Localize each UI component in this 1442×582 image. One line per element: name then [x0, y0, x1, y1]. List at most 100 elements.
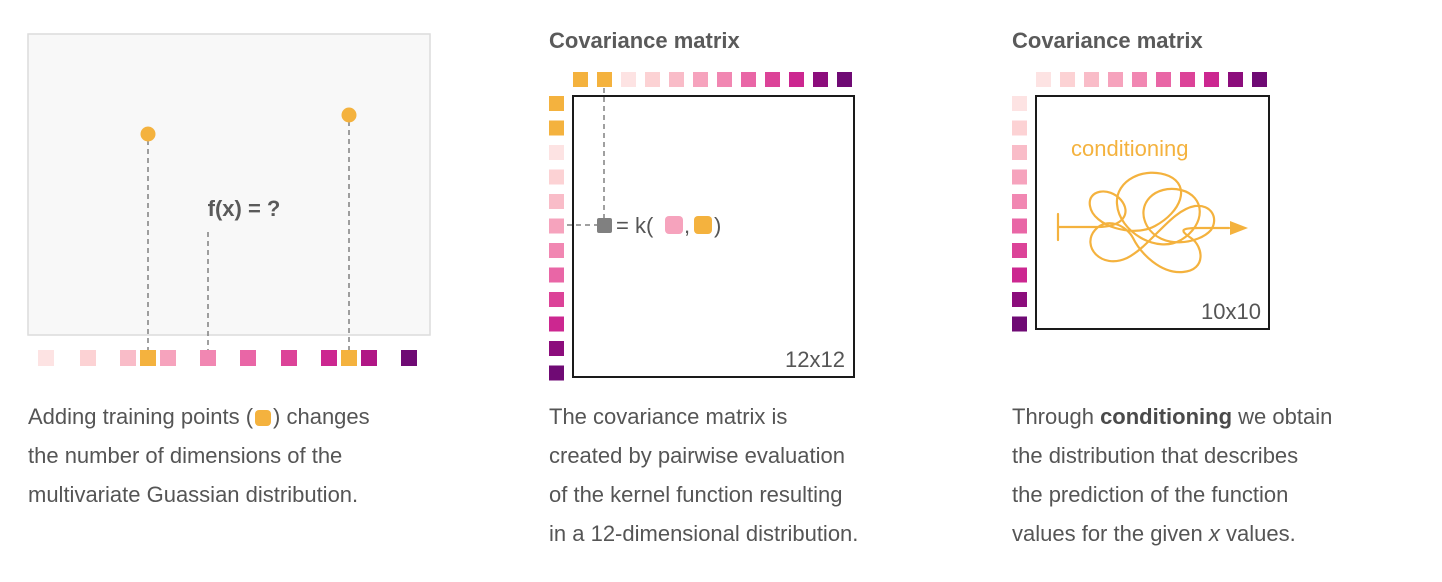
kernel-prefix-text: = k(: [616, 213, 654, 238]
input-point-marker: [200, 350, 216, 366]
row-point-square: [1012, 292, 1027, 307]
function-question-label: f(x) = ?: [208, 196, 281, 221]
column-point-square: [1156, 72, 1171, 87]
caption-line: the distribution that describes: [1012, 443, 1299, 468]
row-point-square: [1012, 96, 1027, 111]
row-point-square: [549, 218, 564, 234]
conditioning-label: conditioning: [1071, 136, 1188, 161]
caption-line: the number of dimensions of the: [28, 443, 343, 468]
row-point-square: [1012, 145, 1027, 160]
row-point-square: [549, 243, 564, 258]
column-point-square: [789, 72, 804, 87]
input-point-marker: [38, 350, 54, 366]
column-point-square: [1132, 72, 1147, 87]
conditioning-scribble: [1056, 171, 1248, 274]
row-point-square: [549, 267, 564, 283]
training-value-dot: [341, 107, 357, 123]
input-point-marker: [361, 350, 377, 366]
training-points-figure: f(x) = ?: [27, 33, 431, 366]
column-point-square: [837, 72, 852, 87]
column-point-square: [1084, 72, 1099, 87]
training-points-panel: f(x) = ? Adding training points () chang…: [0, 0, 470, 582]
row-point-square: [549, 194, 564, 209]
conditioning-arrowhead: [1230, 221, 1248, 235]
training-point-marker: [140, 350, 156, 366]
input-point-marker: [160, 350, 176, 366]
training-value-dot: [140, 126, 156, 142]
row-point-square: [549, 120, 564, 136]
panel-heading: Covariance matrix: [549, 28, 740, 53]
matrix-size-label: 10x10: [1201, 299, 1261, 324]
input-point-marker: [120, 350, 136, 366]
column-point-square: [645, 72, 660, 87]
matrix-entry-marker: [597, 218, 612, 233]
row-point-square: [549, 96, 564, 111]
input-point-marker: [281, 350, 297, 366]
covariance-12-panel: Covariance matrix = k( , ) 12x12 The cov…: [520, 0, 940, 582]
column-point-square: [741, 72, 756, 87]
caption-line: in a 12-dimensional distribution.: [549, 521, 859, 546]
column-point-square: [1036, 72, 1051, 87]
input-point-marker: [80, 350, 96, 366]
column-point-square: [1204, 72, 1219, 87]
column-point-square: [1108, 72, 1123, 87]
column-point-square: [693, 72, 708, 87]
caption-line: created by pairwise evaluation: [549, 443, 845, 468]
caption-text: Adding training points (: [28, 404, 254, 429]
column-point-square: [765, 72, 780, 87]
covariance-12-figure: = k( , ) 12x12: [549, 72, 855, 381]
matrix-frame: [572, 95, 855, 378]
row-point-swatch: [665, 216, 683, 234]
column-point-square: [597, 72, 612, 87]
row-point-square: [549, 341, 564, 356]
row-point-square: [1012, 169, 1027, 185]
row-point-square: [1012, 243, 1027, 258]
training-point-swatch: [255, 410, 272, 426]
column-point-square: [1228, 72, 1243, 87]
caption-line: The covariance matrix is: [549, 404, 788, 429]
column-point-square: [717, 72, 732, 87]
matrix-frame: [1035, 95, 1270, 330]
row-point-square: [549, 169, 564, 185]
matrix-size-label: 12x12: [785, 347, 845, 372]
caption-text: Through: [1012, 404, 1101, 429]
row-point-square: [1012, 316, 1027, 332]
input-point-marker: [321, 350, 337, 366]
column-point-square: [1252, 72, 1267, 87]
conditioning-curve: [1056, 171, 1231, 274]
training-point-marker: [341, 350, 357, 366]
row-point-square: [1012, 120, 1027, 136]
row-point-square: [549, 145, 564, 160]
column-point-square: [621, 72, 636, 87]
caption-text: we obtain: [1232, 404, 1333, 429]
row-point-square: [549, 365, 564, 381]
column-point-square: [1060, 72, 1075, 87]
column-point-square: [813, 72, 828, 87]
column-point-square: [573, 72, 588, 87]
panel1-caption: Adding training points () changes the nu…: [28, 397, 370, 514]
input-point-marker: [401, 350, 417, 366]
covariance-10-figure: conditioning 10x10: [1012, 72, 1270, 332]
kernel-separator-text: ,: [684, 213, 690, 238]
column-point-square: [669, 72, 684, 87]
column-point-swatch: [694, 216, 712, 234]
row-point-square: [549, 316, 564, 332]
covariance-10-panel: Covariance matrix conditioning 10x10 Thr…: [985, 0, 1442, 582]
caption-line: multivariate Guassian distribution.: [28, 482, 359, 507]
panel3-caption: Through conditioning we obtain the distr…: [1012, 397, 1332, 553]
input-point-marker: [240, 350, 256, 366]
plot-area: [27, 33, 431, 336]
caption-line: the prediction of the function: [1012, 482, 1289, 507]
row-point-square: [549, 292, 564, 307]
caption-text: values.: [1219, 521, 1296, 546]
row-point-square: [1012, 194, 1027, 209]
row-point-square: [1012, 267, 1027, 283]
caption-bold-term: conditioning: [1100, 404, 1233, 429]
row-point-square: [1012, 218, 1027, 234]
panel-heading: Covariance matrix: [1012, 28, 1203, 53]
caption-italic-term: x: [1208, 521, 1220, 546]
kernel-suffix-text: ): [714, 213, 721, 238]
caption-text: values for the given: [1012, 521, 1209, 546]
caption-line: of the kernel function resulting: [549, 482, 843, 507]
panel2-caption: The covariance matrix is created by pair…: [549, 397, 858, 553]
